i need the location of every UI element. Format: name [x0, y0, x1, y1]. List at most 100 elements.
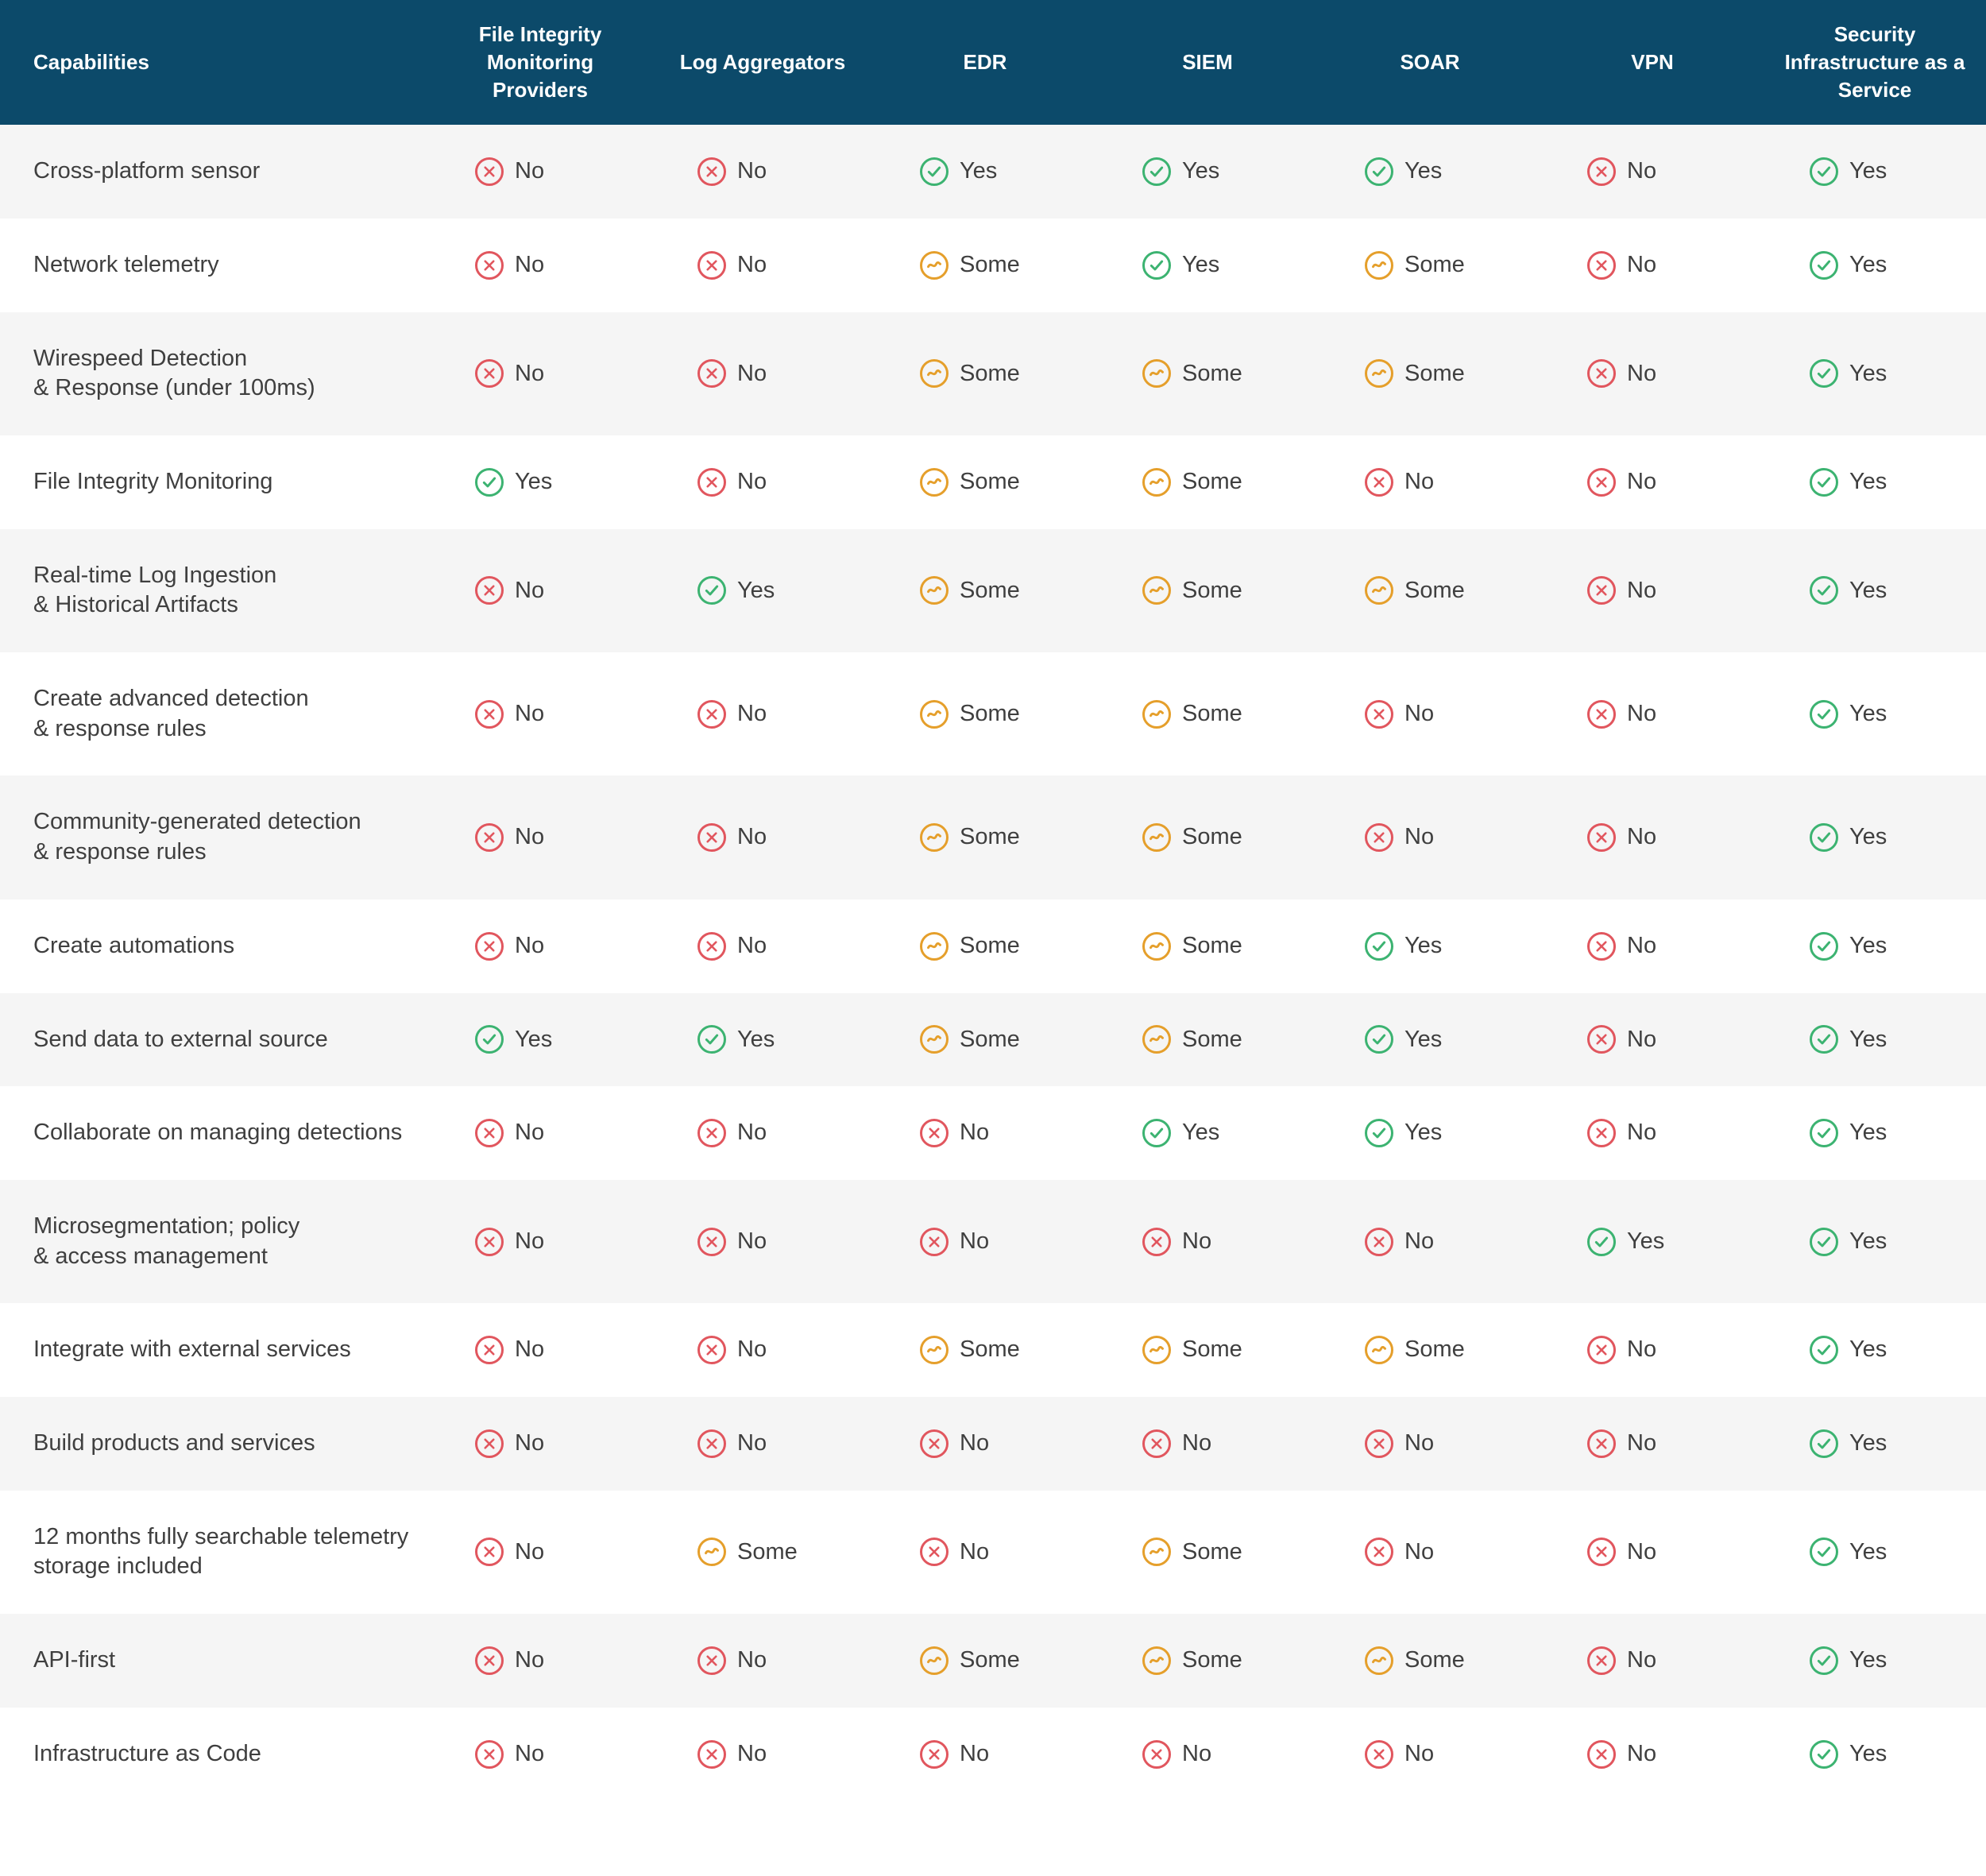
check-icon	[1810, 823, 1838, 852]
check-icon	[475, 468, 504, 497]
check-icon	[1142, 251, 1171, 280]
status-cell: Some	[1096, 652, 1319, 776]
capability-cell: API-first	[0, 1614, 429, 1708]
status-cell: Yes	[1764, 1614, 1986, 1708]
status-label: Yes	[1849, 1227, 1887, 1257]
status-label: No	[1627, 1429, 1656, 1459]
status-cell: Yes	[1764, 435, 1986, 529]
x-icon	[697, 468, 726, 497]
status-cell: Some	[874, 776, 1096, 899]
status-cell: Yes	[1096, 125, 1319, 219]
status-cell: Yes	[1764, 125, 1986, 219]
status-label: Yes	[1849, 1538, 1887, 1568]
status-cell: Some	[1096, 435, 1319, 529]
status-label: No	[1182, 1227, 1211, 1257]
check-icon	[1810, 468, 1838, 497]
status-cell: Yes	[1764, 652, 1986, 776]
status-cell: No	[429, 1397, 651, 1491]
status-cell: Some	[874, 219, 1096, 312]
status-cell: Yes	[1764, 1708, 1986, 1801]
status-cell: No	[429, 1086, 651, 1180]
x-icon	[1365, 823, 1393, 852]
tilde-icon	[1142, 1336, 1171, 1364]
tilde-icon	[920, 1336, 949, 1364]
check-icon	[1810, 1646, 1838, 1675]
status-label: No	[737, 1739, 767, 1770]
status-label: No	[1627, 1025, 1656, 1055]
status-label: No	[1627, 1739, 1656, 1770]
status-cell: Yes	[651, 993, 874, 1087]
x-icon	[1587, 1429, 1616, 1458]
status-label: No	[737, 1429, 767, 1459]
status-cell: Yes	[1319, 125, 1541, 219]
status-label: No	[1404, 1429, 1434, 1459]
check-icon	[475, 1025, 504, 1054]
status-label: Some	[960, 467, 1020, 497]
tilde-icon	[1142, 576, 1171, 605]
status-cell: No	[874, 1180, 1096, 1303]
capability-cell: Collaborate on managing detections	[0, 1086, 429, 1180]
status-cell: Yes	[1319, 993, 1541, 1087]
status-label: No	[960, 1118, 989, 1148]
status-cell: Yes	[1764, 1491, 1986, 1614]
check-icon	[697, 1025, 726, 1054]
status-label: Some	[1182, 1335, 1242, 1365]
status-cell: Yes	[1764, 1180, 1986, 1303]
tilde-icon	[697, 1538, 726, 1566]
x-icon	[1587, 823, 1616, 852]
status-label: No	[515, 1335, 544, 1365]
column-header: Security Infrastructure as a Service	[1764, 0, 1986, 125]
status-cell: No	[1319, 1491, 1541, 1614]
status-label: No	[515, 1646, 544, 1676]
status-cell: No	[1319, 435, 1541, 529]
status-label: No	[1627, 467, 1656, 497]
status-label: Some	[1182, 1538, 1242, 1568]
capability-cell: Create advanced detection& response rule…	[0, 652, 429, 776]
status-cell: Yes	[1764, 219, 1986, 312]
status-cell: No	[1096, 1708, 1319, 1801]
tilde-icon	[920, 1646, 949, 1675]
x-icon	[697, 700, 726, 729]
status-label: Some	[1182, 1646, 1242, 1676]
x-icon	[1587, 932, 1616, 961]
status-label: No	[737, 699, 767, 729]
status-label: No	[737, 931, 767, 961]
column-header: SOAR	[1319, 0, 1541, 125]
check-icon	[1142, 1119, 1171, 1147]
status-label: No	[515, 250, 544, 280]
status-cell: No	[874, 1491, 1096, 1614]
tilde-icon	[920, 251, 949, 280]
tilde-icon	[1142, 700, 1171, 729]
x-icon	[1587, 700, 1616, 729]
status-cell: No	[1541, 993, 1764, 1087]
capability-cell: Send data to external source	[0, 993, 429, 1087]
status-label: Yes	[1404, 157, 1442, 187]
x-icon	[1587, 359, 1616, 388]
x-icon	[920, 1740, 949, 1769]
status-cell: No	[429, 899, 651, 993]
x-icon	[697, 1336, 726, 1364]
check-icon	[1810, 576, 1838, 605]
status-label: Some	[960, 1335, 1020, 1365]
status-label: No	[515, 1118, 544, 1148]
status-label: Some	[960, 1025, 1020, 1055]
status-cell: No	[1319, 1180, 1541, 1303]
status-cell: No	[1096, 1180, 1319, 1303]
status-label: No	[1404, 822, 1434, 853]
x-icon	[920, 1119, 949, 1147]
status-cell: Yes	[1764, 1397, 1986, 1491]
table-row: Network telemetryNoNoSomeYesSomeNoYes	[0, 219, 1986, 312]
table-row: Integrate with external servicesNoNoSome…	[0, 1303, 1986, 1397]
tilde-icon	[1142, 1646, 1171, 1675]
capability-cell: Infrastructure as Code	[0, 1708, 429, 1801]
status-label: No	[1627, 699, 1656, 729]
status-cell: Some	[651, 1491, 874, 1614]
status-cell: No	[1541, 1708, 1764, 1801]
status-label: No	[515, 931, 544, 961]
status-cell: Some	[874, 1303, 1096, 1397]
status-cell: Some	[874, 435, 1096, 529]
status-label: Some	[960, 1646, 1020, 1676]
status-cell: No	[429, 529, 651, 652]
status-cell: No	[429, 1180, 651, 1303]
x-icon	[1142, 1429, 1171, 1458]
